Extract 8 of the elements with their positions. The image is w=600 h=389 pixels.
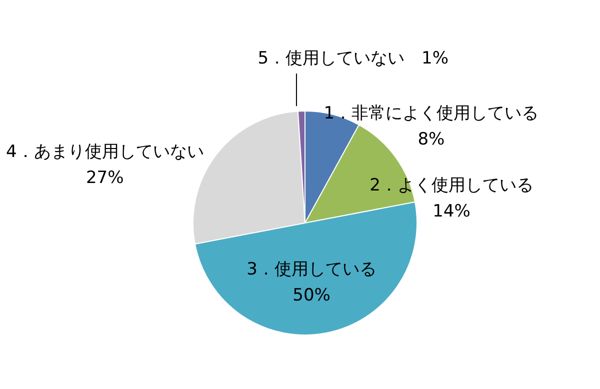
data-label: 50% (292, 286, 330, 306)
slice-label: 4．あまり使用していない (6, 142, 204, 162)
slice-label: 5．使用していない 1% (258, 48, 449, 69)
data-label: 8% (418, 130, 445, 150)
slice-label: 3．使用している (246, 260, 376, 280)
slice-label: 2．よく使用している (370, 175, 534, 196)
data-label: 27% (86, 168, 124, 188)
data-label: 14% (432, 201, 470, 222)
